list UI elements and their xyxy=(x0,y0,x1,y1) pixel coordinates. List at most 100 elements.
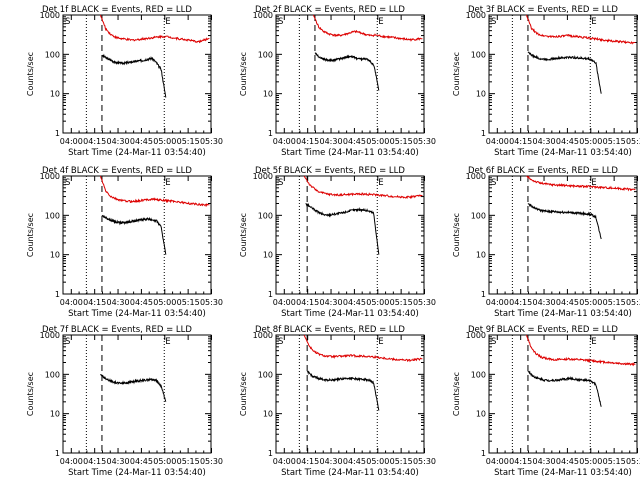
detector-panel-6: Det 6f BLACK = Events, RED = LLD 1 10 100 10… xyxy=(452,166,640,319)
x-tick-label: 04:00 xyxy=(273,298,296,307)
plot-frame xyxy=(488,175,638,295)
x-axis-label: Start Time (24-Mar-11 03:54:40) xyxy=(68,148,206,158)
series-line-lld xyxy=(312,14,423,42)
y-tick-label: 10 xyxy=(263,90,273,99)
x-tick-label: 05:30 xyxy=(413,298,436,307)
x-tick-label: 04:00 xyxy=(60,457,83,466)
detector-panel-8: Det 8f BLACK = Events, RED = LLD 1 10 100 10… xyxy=(239,325,436,478)
end-corner-label: E xyxy=(165,17,170,27)
y-tick-label: 10 xyxy=(476,90,486,99)
x-tick-label: 04:30 xyxy=(533,457,556,466)
x-tick-label: 04:45 xyxy=(130,137,153,146)
series-line-events xyxy=(527,51,602,94)
series-line-events xyxy=(306,370,380,411)
start-corner-label: S xyxy=(491,17,496,27)
x-tick-label: 04:45 xyxy=(556,298,579,307)
panel-title: Det 8f BLACK = Events, RED = LLD xyxy=(255,325,405,335)
x-axis-label: Start Time (24-Mar-11 03:54:40) xyxy=(494,148,632,158)
start-corner-label: S xyxy=(278,337,283,347)
series-line-lld xyxy=(99,175,210,207)
y-axis-label: Counts/sec xyxy=(26,213,35,257)
end-corner-label: E xyxy=(378,337,383,347)
x-tick-label: 04:15 xyxy=(296,137,319,146)
x-tick-label: 05:00 xyxy=(366,457,389,466)
x-tick-label: 05:15 xyxy=(390,298,413,307)
end-corner-label: E xyxy=(591,178,596,188)
x-tick-label: 04:15 xyxy=(509,137,532,146)
detector-panel-1: Det 1f BLACK = Events, RED = LLD 1 10 100 10… xyxy=(26,5,223,158)
x-tick-label: 05:30 xyxy=(200,137,223,146)
series-line-events xyxy=(314,52,380,91)
start-corner-label: S xyxy=(65,178,70,188)
x-tick-label: 04:00 xyxy=(273,457,296,466)
x-tick-label: 04:00 xyxy=(60,298,83,307)
x-tick-label: 04:15 xyxy=(83,457,106,466)
series-line-lld xyxy=(525,334,636,367)
start-corner-label: S xyxy=(491,337,496,347)
y-tick-label: 1 xyxy=(481,449,486,458)
x-tick-label: 04:15 xyxy=(83,298,106,307)
y-tick-label: 1 xyxy=(268,449,273,458)
x-tick-label: 05:00 xyxy=(153,298,176,307)
y-axis-label: Counts/sec xyxy=(239,372,248,416)
start-corner-label: S xyxy=(65,337,70,347)
detector-panel-9: Det 9f BLACK = Events, RED = LLD 1 10 100 10… xyxy=(452,325,640,478)
x-tick-label: 05:30 xyxy=(626,137,640,146)
end-corner-label: E xyxy=(165,337,170,347)
panel-title: Det 1f BLACK = Events, RED = LLD xyxy=(42,5,192,15)
y-tick-label: 1000 xyxy=(40,331,60,340)
x-tick-label: 05:00 xyxy=(366,137,389,146)
series-line-lld xyxy=(303,334,423,363)
y-tick-label: 100 xyxy=(45,370,60,379)
x-tick-label: 05:30 xyxy=(413,137,436,146)
y-axis-label: Counts/sec xyxy=(452,213,461,257)
y-tick-label: 1 xyxy=(268,129,273,138)
end-corner-label: E xyxy=(378,178,383,188)
x-tick-label: 04:45 xyxy=(130,298,153,307)
y-tick-label: 100 xyxy=(471,370,486,379)
x-axis-label: Start Time (24-Mar-11 03:54:40) xyxy=(281,148,419,158)
detector-panel-5: Det 5f BLACK = Events, RED = LLD 1 10 100 10… xyxy=(239,166,436,319)
x-tick-label: 04:15 xyxy=(509,298,532,307)
y-tick-label: 1 xyxy=(55,290,60,299)
x-tick-label: 04:30 xyxy=(107,137,130,146)
x-axis-label: Start Time (24-Mar-11 03:54:40) xyxy=(494,309,632,319)
y-axis-label: Counts/sec xyxy=(239,52,248,96)
panel-title: Det 2f BLACK = Events, RED = LLD xyxy=(255,5,405,15)
start-corner-label: S xyxy=(491,178,496,188)
panel-title: Det 4f BLACK = Events, RED = LLD xyxy=(42,166,192,176)
y-tick-label: 1 xyxy=(55,129,60,138)
y-tick-label: 1 xyxy=(268,290,273,299)
y-tick-label: 1000 xyxy=(253,331,273,340)
x-tick-label: 04:15 xyxy=(83,137,106,146)
plot-frame xyxy=(275,334,425,454)
plot-frame xyxy=(62,334,212,454)
start-corner-label: S xyxy=(65,17,70,27)
series-line-lld xyxy=(526,175,636,192)
plot-frame xyxy=(488,14,638,134)
series-line-events xyxy=(101,53,167,98)
plot-frame xyxy=(488,334,638,454)
y-axis-label: Counts/sec xyxy=(26,52,35,96)
x-tick-label: 04:30 xyxy=(320,457,343,466)
end-corner-label: E xyxy=(591,17,596,27)
x-tick-label: 04:15 xyxy=(509,457,532,466)
detector-panel-2: Det 2f BLACK = Events, RED = LLD 1 10 100 10… xyxy=(239,5,436,158)
x-tick-label: 05:30 xyxy=(413,457,436,466)
series-line-events xyxy=(100,373,167,402)
detector-panel-3: Det 3f BLACK = Events, RED = LLD 1 10 100 10… xyxy=(452,5,640,158)
end-corner-label: E xyxy=(378,17,383,27)
x-axis-label: Start Time (24-Mar-11 03:54:40) xyxy=(281,309,419,319)
x-tick-label: 05:00 xyxy=(153,457,176,466)
x-tick-label: 04:45 xyxy=(343,137,366,146)
plot-frame xyxy=(62,14,212,134)
start-corner-label: S xyxy=(278,17,283,27)
x-tick-label: 04:00 xyxy=(486,298,509,307)
y-tick-label: 10 xyxy=(263,410,273,419)
x-tick-label: 04:30 xyxy=(320,298,343,307)
x-tick-label: 04:00 xyxy=(486,137,509,146)
end-corner-label: E xyxy=(165,178,170,188)
x-axis-label: Start Time (24-Mar-11 03:54:40) xyxy=(494,468,632,478)
panel-title: Det 6f BLACK = Events, RED = LLD xyxy=(468,166,618,176)
y-tick-label: 10 xyxy=(476,410,486,419)
